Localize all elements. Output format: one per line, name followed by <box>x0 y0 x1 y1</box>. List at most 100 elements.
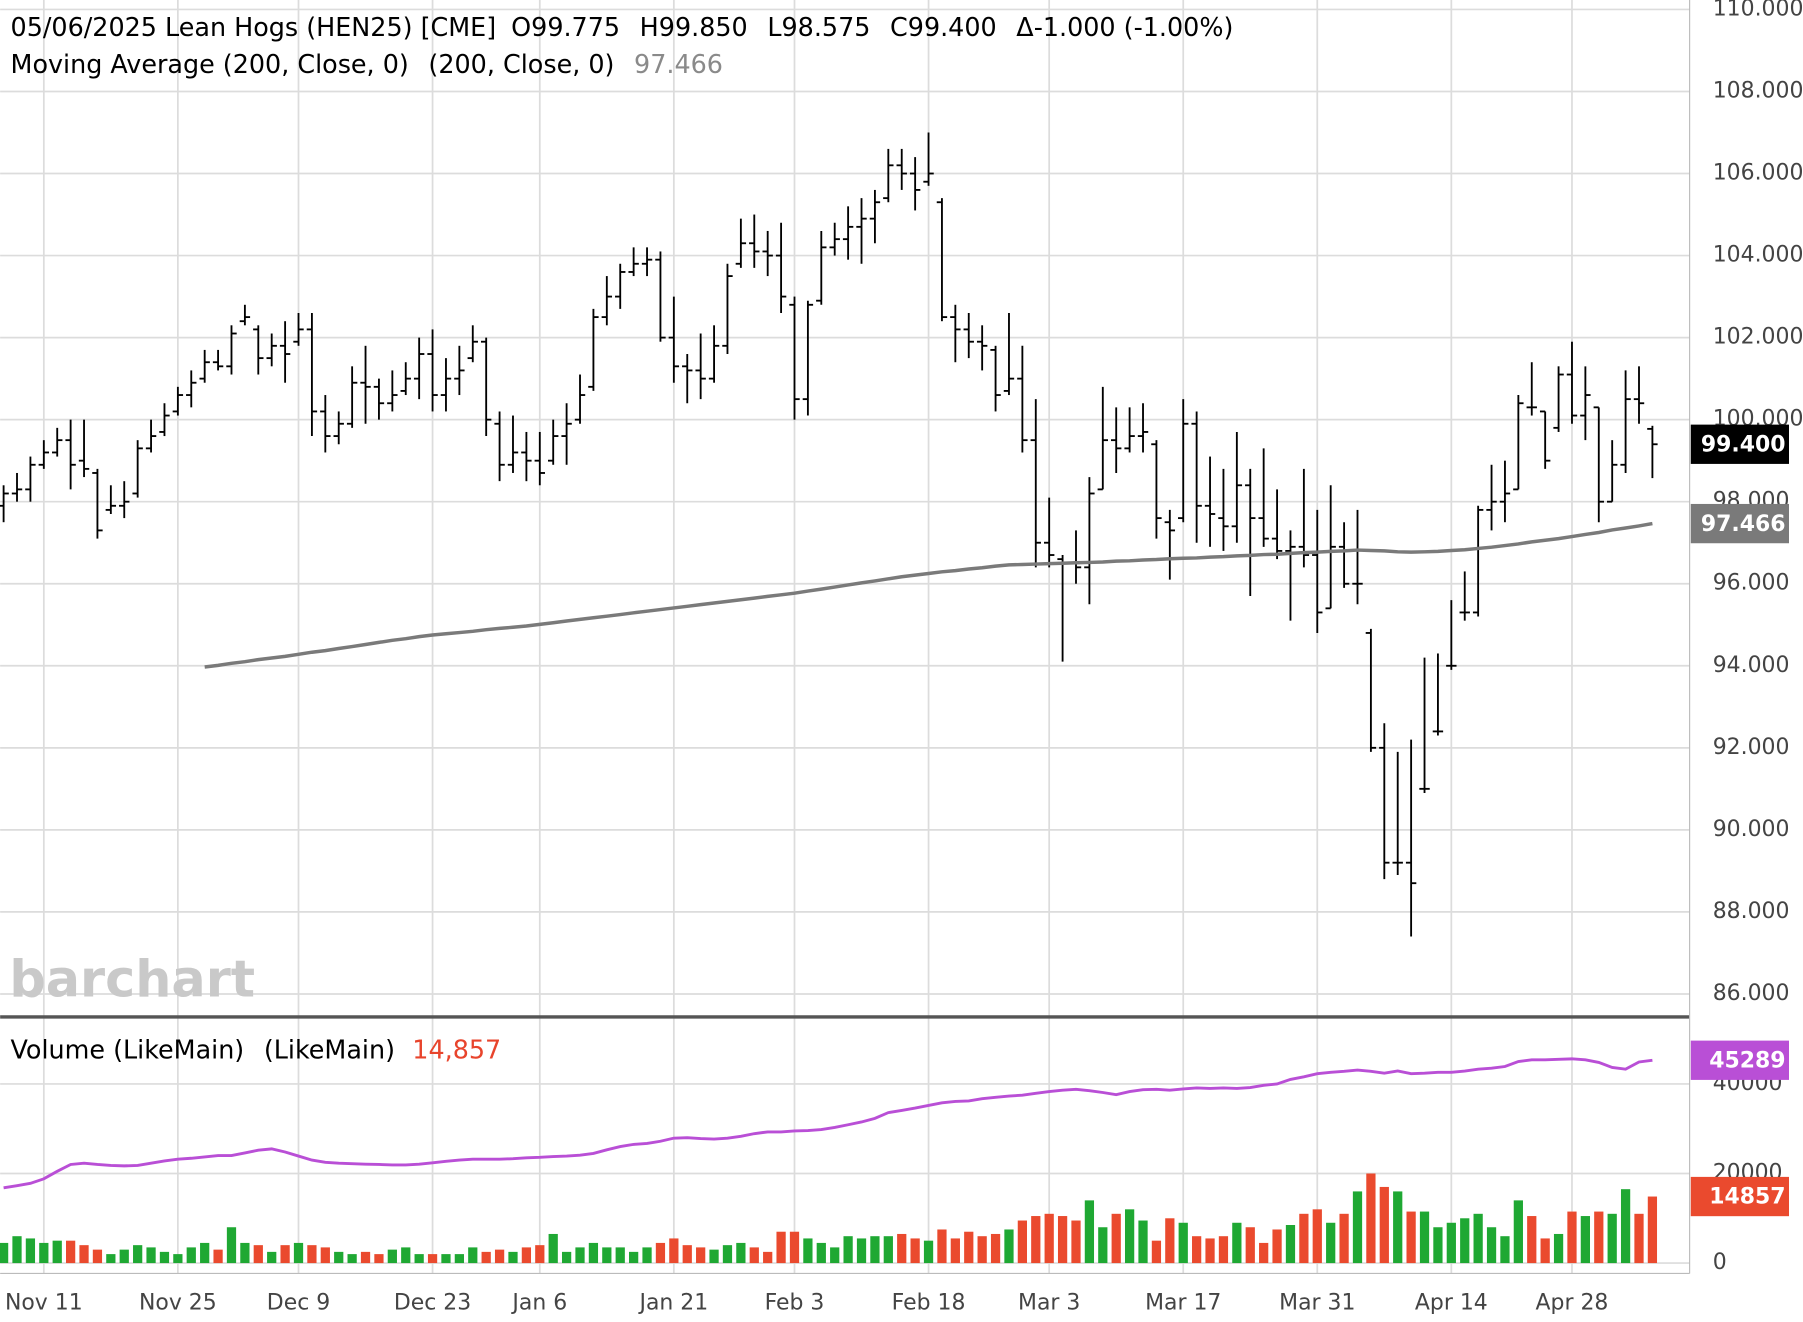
volume-bar <box>360 1251 371 1264</box>
volume-bar <box>1393 1191 1403 1264</box>
volume-bar <box>508 1251 518 1264</box>
volume-bar <box>494 1249 505 1264</box>
y-tick-label: 88.000 <box>1713 899 1790 924</box>
volume-bar <box>1111 1213 1121 1264</box>
volume-bar <box>1218 1236 1229 1264</box>
volume-bar <box>642 1247 652 1264</box>
volume-bar <box>173 1254 183 1264</box>
volume-bar <box>293 1242 304 1264</box>
volume-bar <box>66 1240 76 1264</box>
volume-bar <box>722 1245 733 1264</box>
volume-bar <box>990 1233 1001 1264</box>
x-tick-label: Dec 23 <box>394 1291 471 1316</box>
volume-bar <box>736 1242 746 1264</box>
volume-bar <box>1366 1173 1376 1264</box>
price-header: 05/06/2025 Lean Hogs (HEN25) [CME] O99.7… <box>11 12 1234 42</box>
volume-bar <box>588 1242 599 1264</box>
volume-bar <box>816 1242 826 1264</box>
volume-bar <box>1165 1218 1175 1264</box>
volume-bar <box>253 1245 263 1264</box>
volume-bar <box>964 1231 974 1264</box>
volume-bar <box>669 1238 679 1264</box>
volume-bar <box>146 1247 156 1264</box>
ma-badge-label: 97.466 <box>1701 512 1786 537</box>
x-tick-label: Nov 11 <box>5 1291 83 1316</box>
volume-bar <box>602 1247 612 1264</box>
volume-bar <box>1205 1238 1215 1264</box>
x-tick-label: Mar 17 <box>1145 1291 1221 1316</box>
volume-bar <box>575 1247 585 1264</box>
volume-bar <box>789 1231 800 1264</box>
volume-bar <box>106 1254 116 1264</box>
volume-bar <box>387 1249 397 1264</box>
volume-legend: Volume (LikeMain) (LikeMain) 14,857 <box>11 1035 502 1065</box>
volume-bar <box>240 1242 250 1264</box>
grid <box>0 0 1690 1274</box>
legend-name: Moving Average (200, Close, 0) <box>11 49 409 79</box>
volume-bar <box>629 1251 639 1264</box>
volume-bar <box>696 1247 706 1264</box>
volume-bar <box>803 1238 813 1264</box>
y-tick-label: 110.000 <box>1713 0 1803 21</box>
volume-bar <box>1594 1211 1604 1264</box>
volume-bar <box>374 1254 384 1264</box>
volume-bar <box>1339 1213 1349 1264</box>
y-tick-label: 102.000 <box>1713 325 1803 350</box>
volume-bar <box>226 1227 237 1264</box>
y-tick-label: 0 <box>1713 1250 1727 1275</box>
volume-bar <box>1326 1222 1336 1264</box>
volume-bar <box>830 1247 840 1264</box>
volume-bar <box>12 1236 22 1264</box>
volume-bar <box>307 1245 317 1264</box>
volume-bar <box>548 1233 558 1264</box>
x-tick-label: Jan 6 <box>510 1291 567 1316</box>
quote-open: O99.775 <box>511 12 620 42</box>
volume-params: (LikeMain) <box>264 1035 395 1065</box>
quote-close: C99.400 <box>890 12 997 42</box>
volume-bar <box>1607 1213 1617 1264</box>
volume-bar <box>1567 1211 1577 1264</box>
price-badge-label: 99.400 <box>1701 432 1786 457</box>
volume-bar <box>1192 1236 1202 1264</box>
volume-bar <box>1352 1191 1363 1264</box>
x-tick-label: Apr 14 <box>1415 1291 1488 1316</box>
average-badge <box>1690 1040 1789 1080</box>
volume-bar <box>1379 1186 1389 1264</box>
volume-bar <box>1446 1222 1456 1264</box>
volume-bar <box>320 1247 330 1264</box>
volume-bar <box>347 1254 357 1264</box>
ma-badge <box>1690 503 1789 544</box>
quote-high: H99.850 <box>640 12 748 42</box>
volume-bar <box>709 1249 719 1264</box>
ma-legend: Moving Average (200, Close, 0) (200, Clo… <box>11 49 723 79</box>
volume-bar <box>133 1245 143 1264</box>
volume-bar <box>923 1240 934 1264</box>
volume-title: Volume (LikeMain) <box>11 1035 245 1065</box>
ma-line <box>204 521 1653 669</box>
volume-bar <box>427 1254 438 1264</box>
x-tick-label: Mar 31 <box>1279 1291 1355 1316</box>
volume-badge <box>1690 1176 1789 1217</box>
volume-bar <box>1580 1216 1591 1264</box>
volume-bar <box>535 1245 545 1264</box>
volume-bar <box>615 1247 625 1264</box>
volume-bar <box>1647 1196 1658 1264</box>
volume-bar <box>1004 1229 1014 1264</box>
volume-bar <box>977 1236 987 1264</box>
volume-bar <box>950 1238 960 1264</box>
volume-bar <box>414 1254 424 1264</box>
volume-bar <box>937 1229 947 1264</box>
volume-bar <box>1044 1213 1054 1264</box>
volume-bar <box>682 1245 692 1264</box>
volume-bar <box>1245 1227 1255 1264</box>
volume-bar <box>1031 1216 1041 1264</box>
marks <box>0 132 1658 1264</box>
volume-bar <box>1098 1227 1108 1264</box>
average-badge-label: 45289 <box>1709 1048 1785 1073</box>
volume-bar <box>1151 1240 1162 1264</box>
volume-bar <box>79 1245 89 1264</box>
volume-average-line <box>3 1057 1653 1190</box>
y-tick-label: 106.000 <box>1713 161 1803 186</box>
